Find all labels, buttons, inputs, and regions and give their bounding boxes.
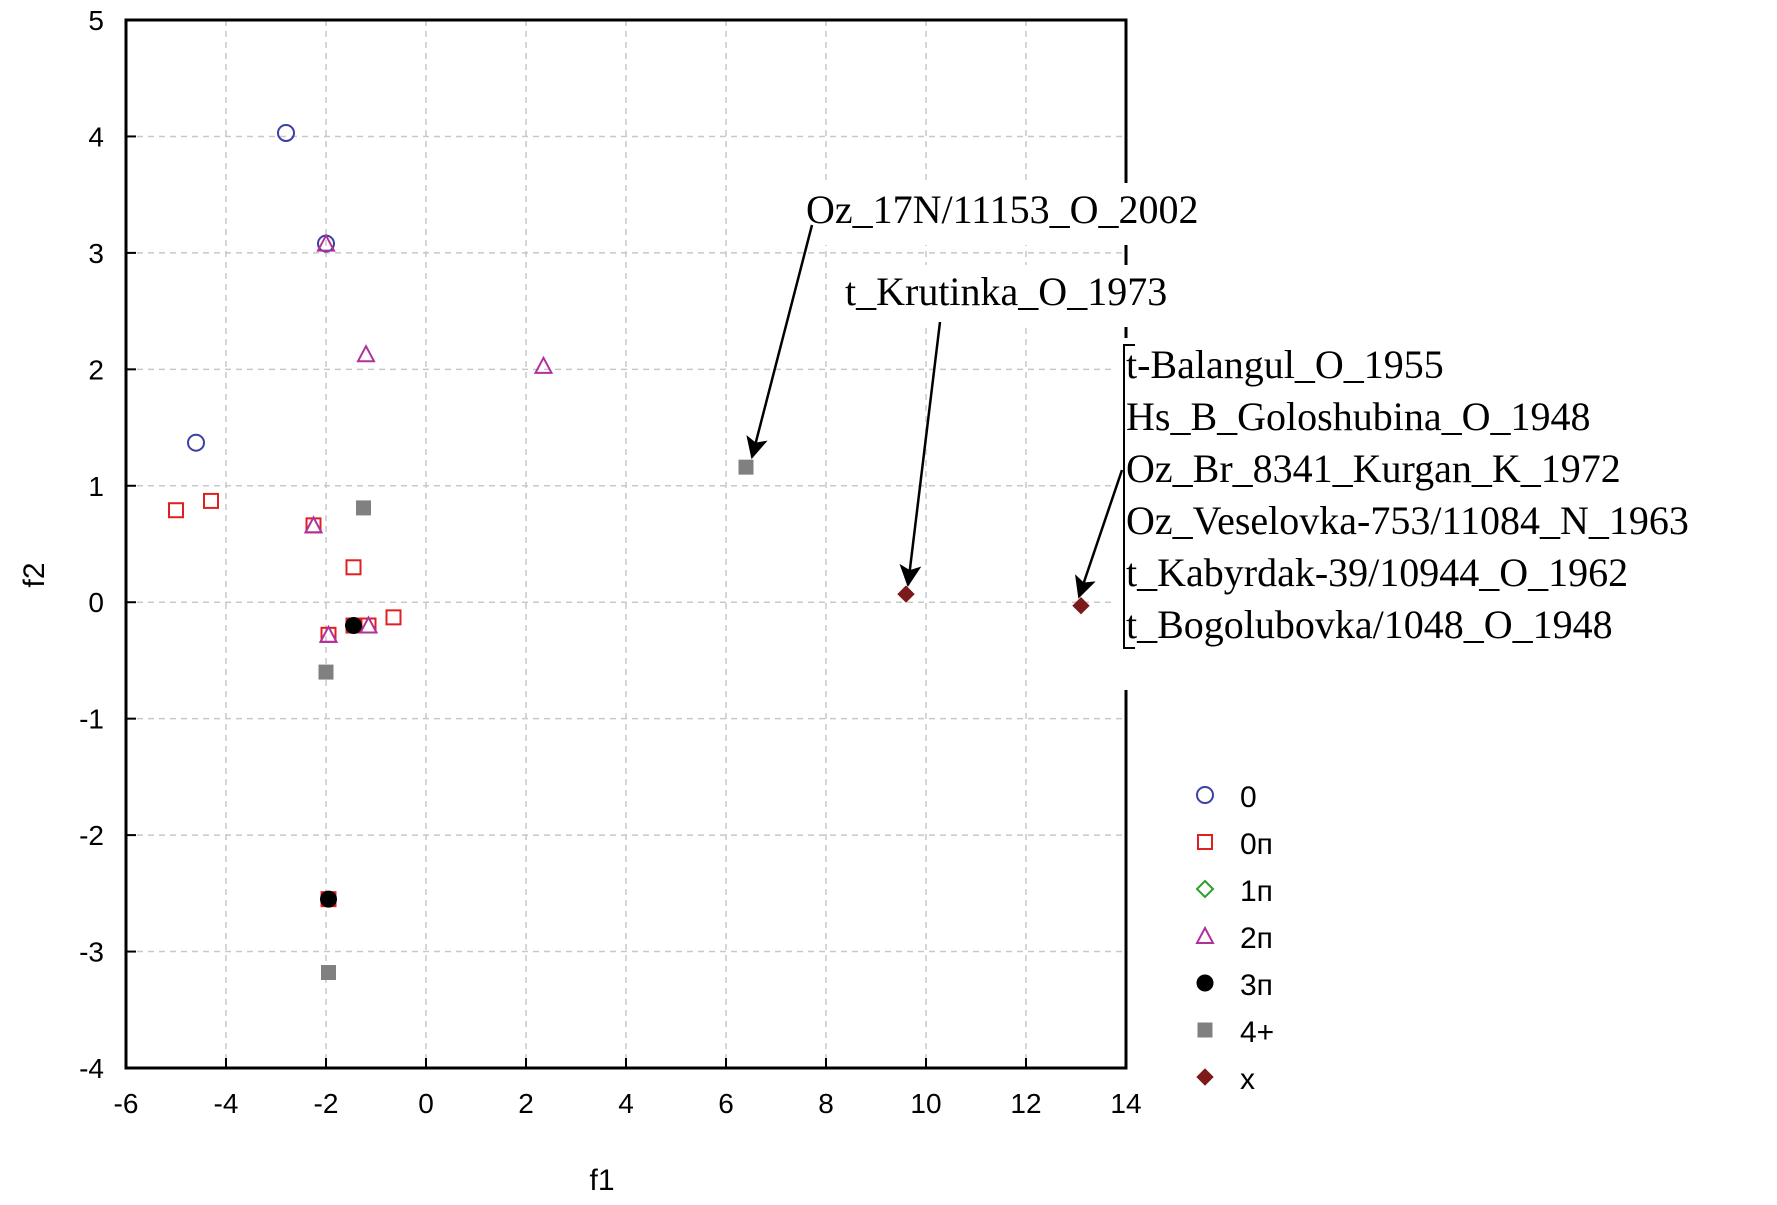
y-axis-label: f2 — [18, 562, 51, 587]
x-tick-label: 10 — [910, 1088, 941, 1119]
legend-marker — [1195, 925, 1215, 944]
legend-marker — [1195, 879, 1215, 899]
data-point — [187, 433, 205, 452]
y-axis-ticks: 5 4 3 2 1 0 -1 -2 -3 -4 — [79, 5, 136, 1084]
y-tick-label: 2 — [88, 354, 104, 385]
legend-label: 2п — [1240, 922, 1273, 955]
annotation-2-arrow — [899, 321, 942, 588]
annotation-3-arrow — [1075, 469, 1124, 599]
x-tick-label: -2 — [314, 1088, 339, 1119]
data-point — [738, 459, 754, 475]
data-point — [318, 664, 334, 680]
annotation-3-bracket — [1123, 344, 1135, 649]
y-tick-label: 5 — [88, 5, 104, 36]
data-point — [203, 492, 219, 509]
data-point — [277, 123, 295, 142]
x-tick-label: 4 — [618, 1088, 634, 1119]
legend-marker — [1196, 786, 1214, 804]
legend-marker — [1197, 834, 1213, 850]
legend-marker — [1196, 1068, 1214, 1086]
grid-lines — [125, 19, 1127, 1069]
y-tick-label: -2 — [79, 820, 104, 851]
annotation-3-line: Oz_Veselovka-753/11084_N_1963 — [1126, 498, 1689, 543]
annotation-1-arrow — [746, 224, 814, 460]
data-point — [320, 890, 337, 908]
y-tick-label: 3 — [88, 238, 104, 269]
x-tick-label: 6 — [718, 1088, 734, 1119]
y-tick-label: -4 — [79, 1053, 104, 1084]
annotation-3-line: t_Bogolubovka/1048_O_1948 — [1126, 602, 1613, 647]
legend-label: 4+ — [1240, 1016, 1274, 1049]
data-point — [345, 559, 362, 576]
annotation-2-text: t_Krutinka_O_1973 — [845, 269, 1167, 314]
data-point — [316, 233, 336, 252]
legend: 0 0п 1п 2п 3п 4+ x — [1170, 770, 1330, 1100]
data-point — [356, 500, 371, 516]
legend-label: 1п — [1240, 875, 1273, 908]
x-axis-label: f1 — [589, 1164, 614, 1197]
legend-marker — [1197, 1022, 1213, 1038]
annotation-3-bg — [1116, 338, 1776, 690]
y-tick-label: -1 — [79, 704, 104, 735]
x-tick-label: -4 — [214, 1088, 239, 1119]
y-tick-label: 1 — [88, 471, 104, 502]
data-point — [897, 585, 915, 603]
data-point — [303, 515, 324, 534]
annotation-1-bg — [766, 183, 1306, 245]
legend-label: x — [1240, 1063, 1255, 1096]
x-tick-label: 8 — [818, 1088, 834, 1119]
data-point — [168, 502, 184, 519]
data-point — [385, 609, 402, 626]
data-point — [321, 965, 336, 981]
legend-bg — [1170, 770, 1330, 1100]
legend-label: 0п — [1240, 828, 1273, 861]
annotation-3-line: Hs_B_Goloshubina_O_1948 — [1126, 394, 1590, 439]
y-tick-label: 4 — [88, 121, 104, 152]
data-point — [345, 617, 362, 635]
legend-label: 0 — [1240, 781, 1257, 814]
annotation-3-line: Oz_Br_8341_Kurgan_K_1972 — [1126, 446, 1621, 491]
y-tick-label: 0 — [88, 587, 104, 618]
x-axis-ticks: -6 -4 -2 0 2 4 6 8 10 12 14 — [114, 1058, 1142, 1119]
x-tick-label: -6 — [114, 1088, 139, 1119]
data-point — [318, 624, 339, 643]
y-tick-label: -3 — [79, 937, 104, 968]
data-point — [533, 355, 554, 374]
annotation-2-bg — [838, 265, 1248, 327]
annotation-3-line: t_Kabyrdak-39/10944_O_1962 — [1126, 550, 1628, 595]
annotation-1-text: Oz_17N/11153_O_2002 — [806, 187, 1199, 232]
legend-label: 3п — [1240, 969, 1273, 1002]
data-point — [356, 344, 376, 363]
data-point — [358, 615, 379, 634]
annotations: Oz_17N/11153_O_2002 t_Krutinka_O_1973 t-Ba… — [746, 20, 1776, 1068]
data-points — [168, 123, 1090, 981]
x-tick-label: 12 — [1010, 1088, 1041, 1119]
legend-marker — [1196, 974, 1214, 992]
x-tick-label: 14 — [1110, 1088, 1141, 1119]
annotation-3-line: t-Balangul_O_1955 — [1126, 342, 1444, 387]
x-tick-label: 0 — [418, 1088, 434, 1119]
x-tick-label: 2 — [518, 1088, 534, 1119]
data-point — [1072, 597, 1090, 615]
